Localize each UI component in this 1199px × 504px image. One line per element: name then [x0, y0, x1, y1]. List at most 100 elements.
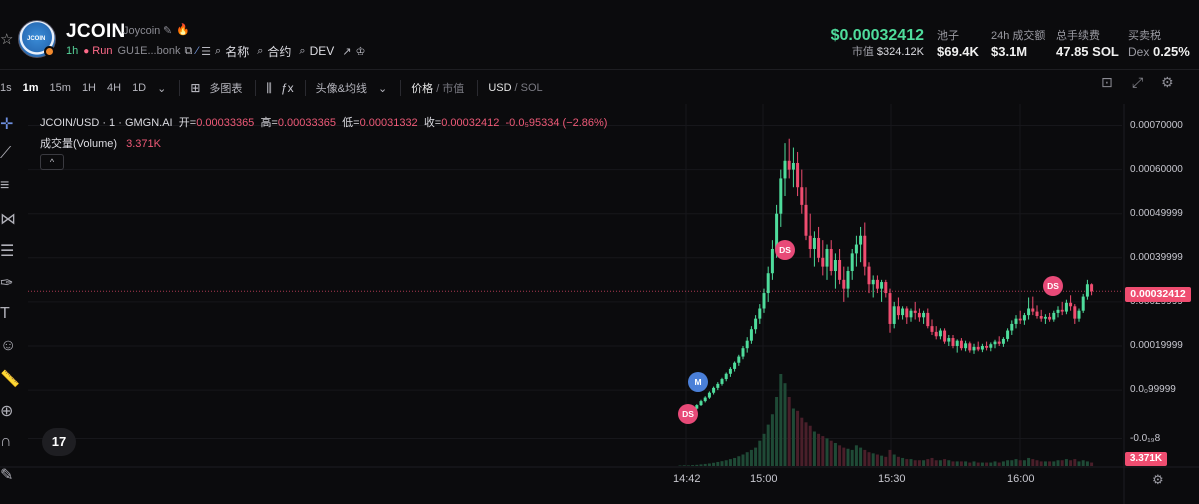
- fullscreen-icon[interactable]: ⤢: [1132, 74, 1144, 90]
- legend-collapse-button[interactable]: ^: [40, 154, 64, 170]
- search-icon: ⌕: [299, 44, 306, 57]
- market-cap-value: $324.12K: [876, 46, 924, 58]
- candle-body: [1001, 338, 1005, 344]
- sol-toggle[interactable]: / SOL: [514, 82, 543, 94]
- text-tool-icon[interactable]: T: [0, 305, 10, 322]
- volume-bar: [934, 460, 938, 466]
- pencil-icon[interactable]: ✎: [0, 467, 14, 484]
- candle-body: [712, 387, 716, 393]
- low-label: 低=: [342, 117, 360, 129]
- volume-bar: [985, 462, 989, 466]
- search-name-link[interactable]: 名称: [225, 44, 250, 59]
- pump-icon[interactable]: ⁄: [196, 45, 199, 57]
- volume-bar: [686, 465, 690, 466]
- volume-bar: [762, 433, 766, 466]
- fib-icon[interactable]: ☰: [0, 243, 15, 260]
- token-header: ☆ JCOIN JCOIN Joycoin ✎ 🔥 1h ● Run GU1E.…: [0, 0, 1199, 70]
- volume-legend-label: 成交量(Volume): [40, 138, 118, 150]
- interval-1d[interactable]: 1D: [132, 82, 147, 94]
- zoom-icon[interactable]: ⊕: [0, 403, 14, 420]
- contract-address[interactable]: GU1E...bonk: [117, 45, 181, 57]
- interval-1s[interactable]: 1s: [0, 82, 12, 94]
- candle-body: [980, 345, 984, 350]
- add-chart-icon[interactable]: ⊞: [190, 81, 201, 95]
- candle-body: [737, 356, 741, 363]
- volume-bar: [875, 454, 879, 466]
- stat-pool: 池子 $69.4K: [937, 29, 979, 60]
- token-avatar[interactable]: [18, 20, 56, 58]
- candle-body: [825, 248, 829, 267]
- candle-body: [817, 237, 821, 258]
- candle-body: [808, 235, 812, 249]
- axis-settings-gear-icon[interactable]: ⚙: [1152, 472, 1164, 487]
- volume-bar: [733, 457, 737, 466]
- settings-gear-icon[interactable]: ⚙: [1161, 74, 1174, 90]
- volume-bar: [838, 445, 842, 466]
- magnet-icon[interactable]: ∩: [0, 433, 12, 450]
- volume-bar: [993, 461, 997, 466]
- candle-body: [863, 235, 867, 267]
- avatar-ma-chevron-icon[interactable]: ⌄: [377, 82, 388, 95]
- volume-bar: [846, 448, 850, 466]
- pattern-icon[interactable]: ⋈: [0, 211, 16, 228]
- token-name: JCOIN: [66, 21, 126, 42]
- trade-marker[interactable]: DS: [775, 240, 795, 260]
- trade-marker[interactable]: M: [688, 372, 708, 392]
- toolbar-divider: [304, 80, 306, 96]
- trade-marker[interactable]: DS: [678, 404, 698, 424]
- crown-icon[interactable]: ♔: [355, 45, 366, 58]
- interval-dropdown-chevron-icon[interactable]: ⌄: [157, 82, 167, 95]
- volume-bar: [867, 452, 871, 466]
- token-meta-row: 1h ● Run GU1E...bonk ⧉ ⁄ ☰ ⌕ 名称 ⌕ 合约 ⌕ D…: [66, 44, 369, 59]
- camera-icon[interactable]: ⊡: [1101, 74, 1113, 90]
- tradingview-logo-icon[interactable]: 17: [42, 428, 76, 456]
- candle-type-icon[interactable]: ⫼: [266, 80, 272, 95]
- tax-row: Dex 0.25%: [1128, 43, 1190, 61]
- volume-bar: [808, 425, 812, 466]
- price-toggle[interactable]: 价格: [411, 83, 434, 95]
- crosshair-icon[interactable]: ✛: [0, 116, 14, 133]
- volume-bar: [804, 422, 808, 466]
- indicators-fx-icon[interactable]: ƒx: [280, 81, 294, 95]
- emoji-icon[interactable]: ☺: [0, 337, 17, 354]
- y-tick-label: 0.00019999: [1130, 339, 1183, 351]
- horizontal-lines-icon[interactable]: ≡: [0, 177, 10, 194]
- toolbar-divider: [477, 80, 479, 96]
- volume-bar: [829, 440, 833, 466]
- volume-bar: [770, 414, 774, 466]
- avatar-ma-button[interactable]: 头像&均线: [315, 83, 367, 95]
- search-dev-link[interactable]: DEV: [309, 44, 335, 58]
- volume-bar: [1006, 460, 1010, 466]
- mcap-toggle[interactable]: / 市值: [436, 83, 465, 95]
- volume-bar: [938, 460, 942, 466]
- candle-body: [1052, 312, 1056, 320]
- edit-icon[interactable]: ✎: [163, 25, 173, 37]
- external-link-icon[interactable]: ↗: [342, 45, 352, 58]
- brush-icon[interactable]: ✑: [0, 275, 14, 292]
- copy-icon[interactable]: ⧉: [184, 44, 193, 57]
- multi-chart-button[interactable]: 多图表: [209, 83, 243, 95]
- volume-bar: [695, 464, 699, 466]
- menu-circle-icon[interactable]: ☰: [201, 45, 212, 58]
- candle-body: [1048, 316, 1052, 320]
- toolbar-divider: [255, 80, 257, 96]
- trade-marker[interactable]: DS: [1043, 276, 1063, 296]
- candle-body: [1085, 284, 1089, 297]
- volume-bar: [720, 461, 724, 466]
- ruler-icon[interactable]: 📏: [0, 371, 20, 388]
- candle-body: [875, 279, 879, 289]
- interval-1m[interactable]: 1m: [22, 82, 39, 94]
- candle-body: [1056, 309, 1060, 313]
- interval-15m[interactable]: 15m: [49, 82, 71, 94]
- usd-toggle[interactable]: USD: [488, 82, 512, 94]
- candle-body: [909, 310, 913, 318]
- star-icon[interactable]: ☆: [0, 31, 14, 48]
- interval-1h[interactable]: 1H: [81, 82, 96, 94]
- interval-4h[interactable]: 4H: [107, 82, 122, 94]
- search-contract-link[interactable]: 合约: [267, 44, 292, 59]
- trend-line-icon[interactable]: ⟋: [0, 145, 12, 162]
- candle-body: [728, 368, 732, 374]
- candle-body: [758, 308, 762, 319]
